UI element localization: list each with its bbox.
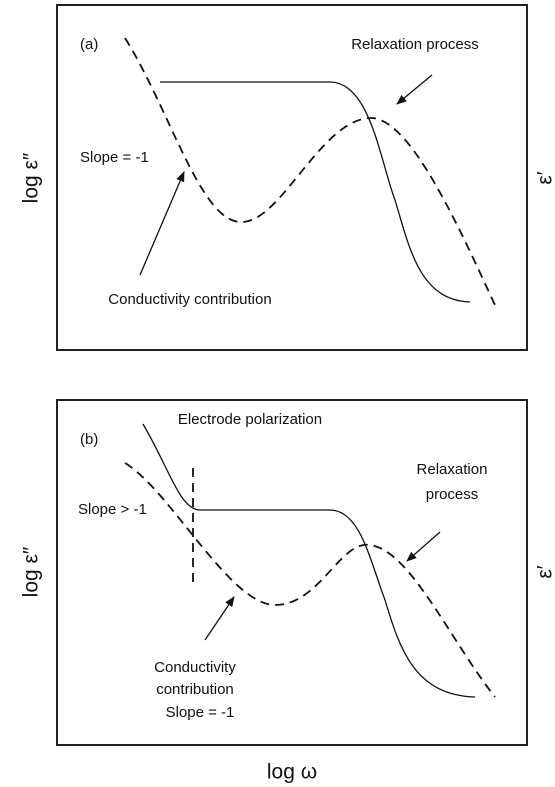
panel-frame (56, 4, 528, 351)
loss-curve (124, 37, 496, 306)
x-axis-label: log ω (267, 761, 317, 784)
annotation: Relaxation (417, 461, 488, 478)
annotation: Slope > -1 (78, 501, 147, 518)
y2-axis-label: ε′ (534, 565, 555, 578)
annotation: Conductivity (154, 659, 236, 676)
arrow (396, 74, 433, 105)
annotation: Slope = -1 (166, 704, 235, 721)
panel-label: (a) (80, 36, 98, 53)
y-axis-label: log ε″ (20, 546, 43, 597)
annotation: Electrode polarization (178, 411, 322, 428)
y2-axis-label: ε′ (534, 171, 555, 184)
annotation: contribution (156, 681, 234, 698)
loss-curve (124, 462, 496, 698)
annotation: process (426, 486, 479, 503)
panel-label: (b) (80, 431, 98, 448)
arrow (139, 171, 185, 276)
annotation: Slope = -1 (80, 149, 149, 166)
arrow (406, 531, 441, 562)
panel-frame (56, 399, 528, 746)
arrow (204, 596, 235, 641)
permittivity-curve (160, 81, 471, 303)
y-axis-label: log ε″ (20, 152, 43, 203)
annotation: Relaxation process (351, 36, 479, 53)
annotation: Conductivity contribution (108, 291, 271, 308)
